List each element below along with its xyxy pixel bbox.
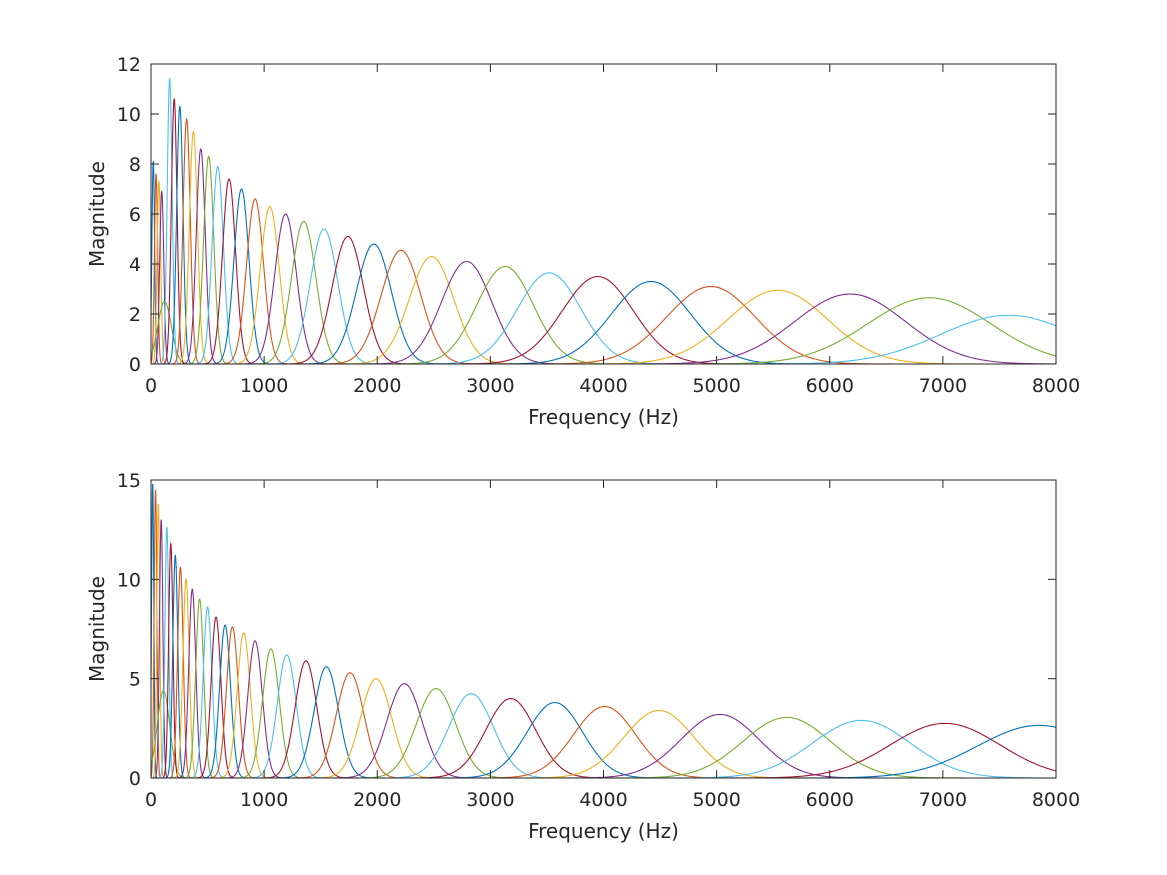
top-y-tick-label: 12: [117, 54, 141, 76]
top-filter-bank-plot: 0 1000 2000 3000 4000 5000 6000 7000 8000 0 2 4 6 8 10…: [85, 54, 1080, 429]
top-filter-curve-4: [153, 190, 171, 364]
top-filter-curve-10: [176, 130, 211, 364]
bottom-y-tick-label: 0: [129, 768, 141, 790]
top-y-tick-label: 8: [129, 154, 141, 176]
top-x-tick-label: 8000: [1032, 375, 1080, 397]
bottom-filter-curve-28: [406, 697, 616, 778]
top-filter-curve-26: [386, 265, 624, 364]
top-filter-curve-25: [361, 260, 573, 364]
bottom-filter-curve-21: [260, 660, 352, 778]
top-y-tick-label: 10: [117, 104, 141, 126]
bottom-filter-curve-23: [292, 672, 409, 778]
bottom-x-tick-label: 8000: [1032, 789, 1080, 811]
bottom-x-tick-label: 5000: [692, 789, 740, 811]
bottom-y-tick-label: 15: [117, 470, 141, 492]
bottom-filter-curve-4: [153, 519, 169, 778]
top-filter-curve-2: [151, 173, 163, 364]
top-filter-curve-15: [210, 188, 273, 364]
top-x-tick-label: 1000: [240, 375, 288, 397]
bottom-x-tick-label: 6000: [806, 789, 854, 811]
top-filter-curve-14: [201, 178, 257, 364]
bottom-x-tick-label: 2000: [353, 789, 401, 811]
bottom-x-tick-label: 4000: [579, 789, 627, 811]
top-filter-curve-11: [181, 148, 220, 364]
top-filter-curve-3: [151, 179, 167, 364]
bottom-filter-curve-16: [207, 626, 258, 778]
top-y-axis-label: Magnitude: [85, 161, 109, 267]
top-filter-curve-21: [282, 235, 414, 364]
bottom-filter-curve-3: [152, 503, 165, 778]
bottom-filter-curve-29: [437, 701, 672, 778]
bottom-filter-curve-30: [473, 705, 736, 778]
top-filter-curve-1: [151, 160, 160, 364]
top-y-tick-label: 4: [129, 254, 141, 276]
top-x-tick-label: 0: [145, 375, 157, 397]
bottom-filter-curve-19: [235, 648, 307, 778]
bottom-x-tick-label: 1000: [240, 789, 288, 811]
top-filter-curve-31: [568, 289, 987, 364]
bottom-filter-curve-14: [195, 616, 237, 778]
bottom-filter-curve-22: [275, 666, 378, 778]
top-filter-curve-16: [219, 198, 291, 364]
top-filter-curve-17: [229, 205, 310, 364]
top-filter-curve-32: [617, 293, 1056, 364]
bottom-filter-curve-15: [202, 624, 248, 778]
top-y-tick-label: 2: [129, 304, 141, 326]
top-plot-area: [151, 64, 1056, 364]
bottom-y-axis-label: Magnitude: [85, 576, 109, 682]
bottom-filter-curve-26: [353, 688, 519, 778]
top-filter-curve-22: [300, 243, 448, 364]
top-filter-curve-19: [252, 220, 356, 364]
top-x-tick-label: 6000: [806, 375, 854, 397]
bottom-filter-curve-13: [189, 606, 227, 778]
bottom-filter-curve-7: [161, 541, 180, 778]
bottom-filter-curve-34: [656, 719, 1056, 778]
bottom-y-tick-label: 10: [117, 569, 141, 591]
bottom-filter-curve-33: [603, 716, 971, 778]
bottom-filter-curve-31: [512, 709, 806, 778]
top-x-axis-label: Frequency (Hz): [528, 405, 679, 429]
bottom-filter-curve-25: [330, 683, 479, 778]
bottom-y-tick-label: 5: [129, 669, 141, 691]
bottom-x-tick-label: 3000: [466, 789, 514, 811]
bottom-x-tick-label: 7000: [919, 789, 967, 811]
top-y-tick-label: 0: [129, 354, 141, 376]
top-filter-curve-20: [266, 228, 383, 364]
bottom-plot-area: [151, 480, 1056, 778]
top-x-tick-label: 4000: [579, 375, 627, 397]
bottom-filter-curve-2: [151, 489, 162, 778]
top-filter-curve-18: [240, 213, 331, 364]
top-y-tick-label: 6: [129, 204, 141, 226]
bottom-filter-curve-24: [310, 678, 442, 778]
bottom-filter-bank-plot: 0 1000 2000 3000 4000 5000 6000 7000 8000 0 5 10 15 F…: [85, 470, 1080, 843]
top-filter-curve-24: [338, 255, 525, 364]
top-filter-curve-13: [193, 165, 242, 364]
bottom-filter-curve-17: [216, 632, 272, 778]
bottom-x-axis-label: Frequency (Hz): [528, 819, 679, 843]
top-x-tick-label: 5000: [692, 375, 740, 397]
top-filter-curve-12: [187, 155, 231, 364]
top-filter-curve-9: [171, 117, 202, 364]
bottom-x-tick-label: 0: [145, 789, 157, 811]
top-x-tick-label: 2000: [353, 375, 401, 397]
top-x-tick-label: 7000: [919, 375, 967, 397]
top-series-group: [151, 77, 1056, 364]
top-filter-curve-23: [317, 249, 485, 364]
bottom-filter-curve-27: [378, 693, 565, 778]
top-x-tick-label: 3000: [466, 375, 514, 397]
